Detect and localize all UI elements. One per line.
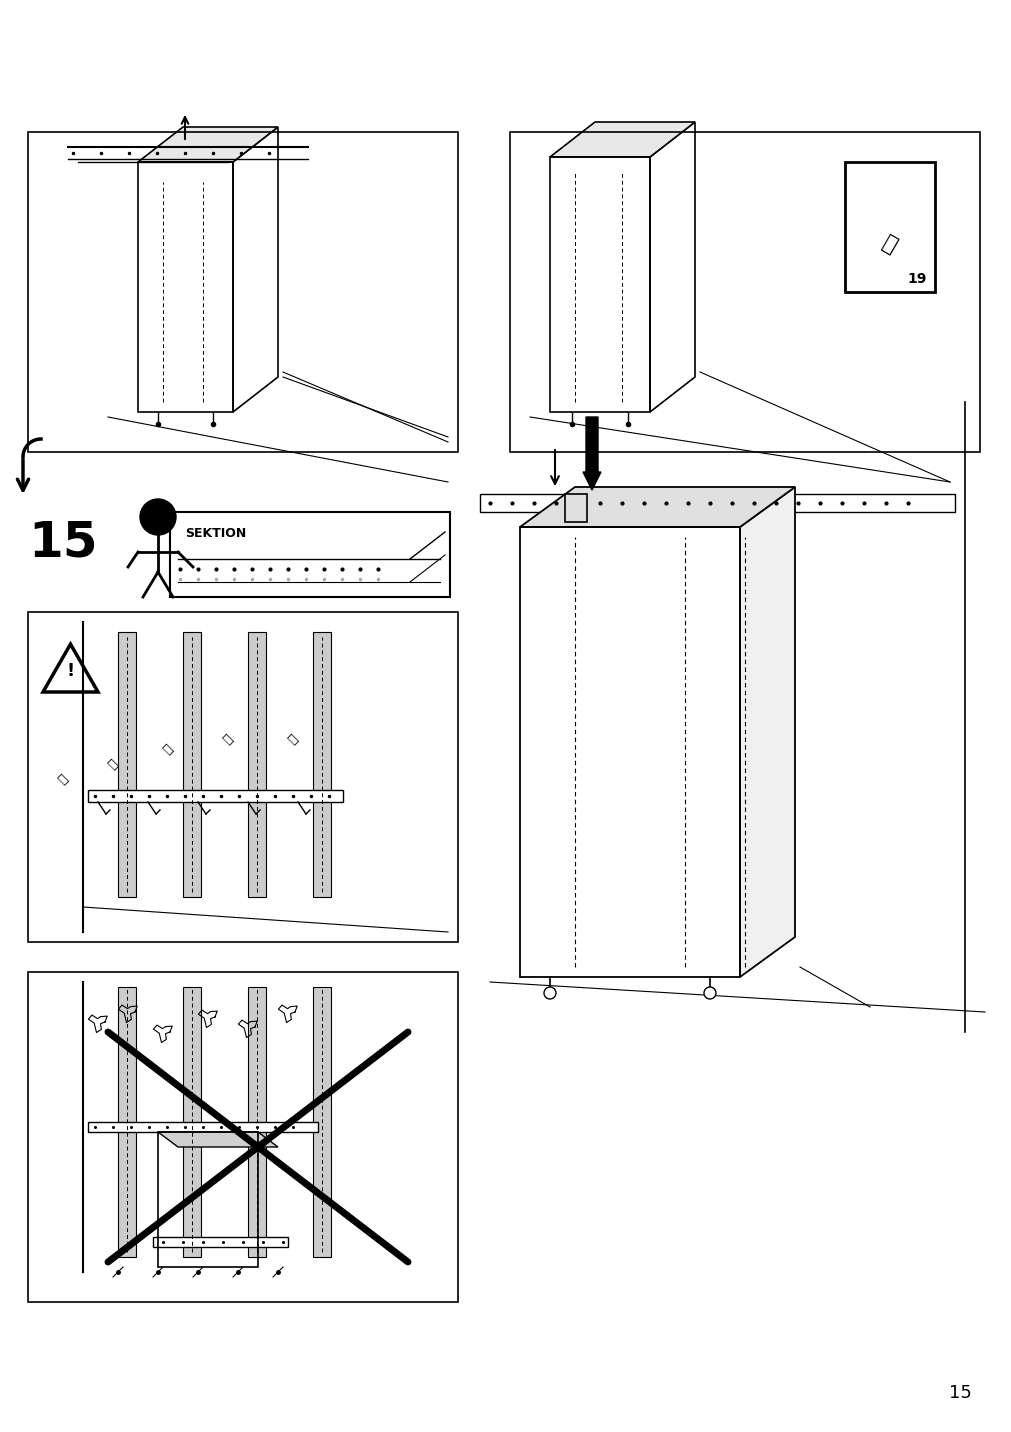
Bar [564, 494, 586, 523]
Circle shape [544, 987, 555, 1000]
Polygon shape [549, 122, 695, 158]
Circle shape [704, 987, 716, 1000]
Text: 15: 15 [28, 518, 97, 566]
Bar [183, 632, 201, 896]
Bar [844, 162, 934, 292]
Text: 🤜: 🤜 [56, 772, 70, 788]
Bar [248, 987, 266, 1257]
Bar [520, 527, 739, 977]
Bar [312, 632, 331, 896]
Bar [248, 632, 266, 896]
Bar [88, 1123, 317, 1133]
Bar [88, 790, 343, 802]
Bar [137, 162, 233, 412]
FancyArrow shape [582, 417, 601, 490]
Text: !: ! [67, 662, 75, 680]
Text: SEKTION: SEKTION [185, 527, 246, 540]
Bar [118, 987, 135, 1257]
Bar [549, 158, 649, 412]
Text: 15: 15 [948, 1383, 971, 1402]
Bar [153, 1237, 288, 1247]
Bar [170, 513, 450, 597]
Circle shape [140, 498, 176, 536]
Bar [28, 611, 458, 942]
Text: ✋: ✋ [879, 233, 900, 256]
Bar [28, 972, 458, 1302]
Bar [118, 632, 135, 896]
Bar [312, 987, 331, 1257]
Bar [183, 987, 201, 1257]
Polygon shape [739, 487, 795, 977]
Polygon shape [158, 1133, 278, 1147]
Polygon shape [520, 487, 795, 527]
Bar [479, 494, 954, 513]
Text: 🤜: 🤜 [105, 758, 120, 772]
Text: 🤜: 🤜 [220, 733, 235, 748]
Bar [510, 132, 979, 453]
Text: 🤜: 🤜 [285, 733, 300, 748]
Text: 🤜: 🤜 [161, 743, 175, 758]
Bar [28, 132, 458, 453]
Bar [158, 1133, 258, 1267]
Polygon shape [137, 127, 278, 162]
Text: 19: 19 [907, 272, 926, 286]
